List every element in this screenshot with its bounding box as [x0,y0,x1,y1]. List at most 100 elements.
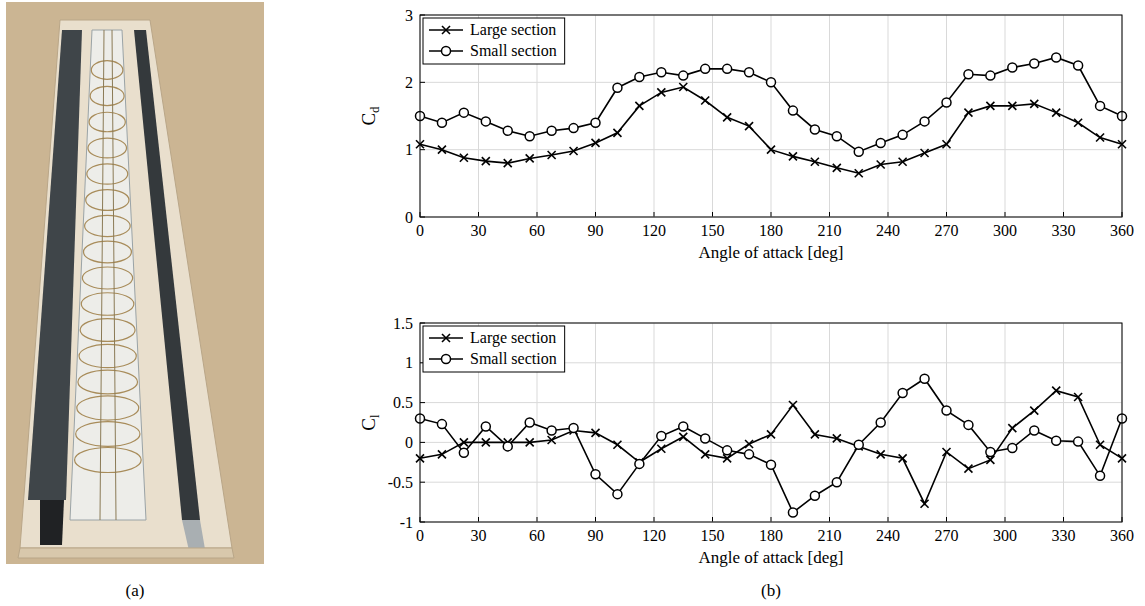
marker [1030,407,1038,415]
series-line [420,57,1122,151]
marker [723,446,732,455]
marker [833,164,841,172]
tick-mark [1063,517,1064,522]
board [20,20,232,548]
board-edge [18,548,234,558]
marker-stroke [460,154,468,162]
legend-box [423,326,565,372]
grid-line [712,15,713,217]
marker-stroke [1008,102,1016,110]
marker [810,125,819,134]
tick-label: 360 [1110,222,1134,239]
marker-stroke [570,147,578,155]
grid-line [888,323,889,522]
marker [832,478,841,487]
ring [78,370,138,394]
tick-mark [712,212,713,217]
marker-stroke [986,102,994,110]
marker [613,490,622,499]
tick-label: 150 [701,527,725,544]
tick-label: 0 [405,209,413,226]
tick-label: 60 [529,527,545,544]
marker-stroke [504,159,512,167]
marker [1008,443,1017,452]
marker-stroke [767,430,775,438]
marker [1074,119,1082,127]
marker-stroke [592,429,600,437]
transparent-tube [70,30,146,520]
marker [876,138,885,147]
marker-stroke [679,433,687,441]
marker [964,420,973,429]
marker-stroke [1052,109,1060,117]
marker [1052,387,1060,395]
marker-stroke [679,433,687,441]
marker [548,151,556,159]
marker-stroke [548,436,556,444]
marker [964,109,972,117]
marker-stroke [877,450,885,458]
plot-area [420,323,1122,522]
marker-stroke [635,102,643,110]
marker [986,102,994,110]
marker [1052,109,1060,117]
marker-stroke [526,154,534,162]
tick-label: 1.5 [393,315,413,332]
marker [943,140,951,148]
marker-stroke [964,465,972,473]
tick-label: 300 [993,222,1017,239]
marker [526,154,534,162]
marker-stroke [745,440,753,448]
marker [877,450,885,458]
marker-stroke [548,151,556,159]
marker [832,132,841,141]
marker [459,448,468,457]
marker-stroke [767,146,775,154]
marker-stroke [613,441,621,449]
y-axis-title: Cd [358,106,382,126]
marker [899,158,907,166]
tick-label: 180 [759,527,783,544]
marker-stroke [1008,424,1016,432]
series-line [420,87,1122,173]
grid-line [1063,323,1064,522]
tick-mark [595,517,596,522]
x-axis-title: Angle of attack [deg] [699,548,844,567]
marker [525,132,534,141]
marker [877,160,885,168]
marker [569,124,578,133]
marker [591,118,600,127]
large-cylinder [28,30,82,500]
marker-stroke [701,97,709,105]
plot-area [420,15,1122,217]
marker [1096,101,1105,110]
marker-stroke [1074,119,1082,127]
marker [876,418,885,427]
grid-line [654,15,655,217]
marker [635,102,643,110]
marker-stroke [438,146,446,154]
marker-stroke [789,401,797,409]
marker [525,418,534,427]
marker-stroke [438,450,446,458]
marker-stroke [943,140,951,148]
tick-label: -0.5 [388,474,413,491]
marker [459,108,468,117]
legend: Large sectionSmall section [423,326,565,372]
table-surface [6,2,264,564]
tick-label: 2 [405,74,413,91]
marker-stroke [943,140,951,148]
marker-stroke [811,430,819,438]
ring [91,61,123,80]
marker-stroke [964,109,972,117]
grid-line [595,15,596,217]
marker [503,126,512,135]
photo-panel [6,2,264,564]
marker [657,68,666,77]
marker [592,429,600,437]
ring [76,422,140,447]
marker [591,470,600,479]
data-group [416,374,1127,517]
marker-stroke [1096,134,1104,142]
marker [570,147,578,155]
